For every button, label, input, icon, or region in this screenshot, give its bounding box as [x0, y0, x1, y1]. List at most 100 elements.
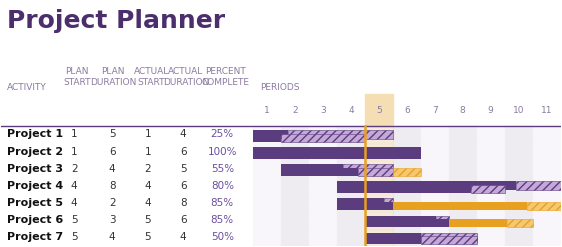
Bar	[253, 126, 281, 143]
Text: 85%: 85%	[211, 198, 234, 208]
Bar	[253, 147, 421, 156]
Text: Project Planner: Project Planner	[7, 9, 225, 33]
Bar	[281, 211, 309, 228]
Bar	[533, 228, 561, 246]
Bar	[281, 126, 309, 143]
Text: 4: 4	[144, 181, 151, 191]
Bar	[365, 126, 393, 143]
Bar	[337, 160, 365, 177]
Bar	[337, 211, 365, 228]
Bar	[337, 228, 365, 246]
Text: PLAN
START: PLAN START	[63, 67, 90, 87]
Text: 25%: 25%	[211, 129, 234, 140]
Text: 1: 1	[144, 146, 151, 157]
Bar	[477, 194, 505, 211]
Text: 4: 4	[144, 198, 151, 208]
Text: Project 2: Project 2	[7, 146, 63, 157]
Text: Project 4: Project 4	[7, 181, 64, 191]
Bar	[365, 143, 393, 160]
Bar	[505, 177, 533, 194]
Bar	[477, 211, 505, 228]
Bar	[253, 177, 281, 194]
Bar	[533, 126, 561, 143]
Text: 4: 4	[109, 164, 115, 174]
Text: 8: 8	[109, 181, 115, 191]
Text: 4: 4	[180, 129, 187, 140]
Bar	[365, 211, 393, 228]
Bar	[449, 160, 477, 177]
Bar	[365, 177, 393, 194]
Bar	[253, 160, 281, 177]
Text: 4: 4	[71, 198, 78, 208]
Bar	[365, 94, 393, 126]
Text: Project 3: Project 3	[7, 164, 63, 174]
Text: 3: 3	[320, 105, 326, 115]
Bar	[421, 194, 449, 211]
Bar	[337, 143, 365, 160]
Bar	[421, 177, 449, 194]
Bar	[365, 160, 393, 177]
Bar	[337, 126, 365, 143]
Text: Project 1: Project 1	[7, 129, 63, 140]
Bar	[253, 143, 281, 160]
Bar	[393, 202, 527, 210]
Text: Project 5: Project 5	[7, 198, 63, 208]
Text: Project 7: Project 7	[7, 232, 63, 242]
Bar	[309, 177, 337, 194]
Bar	[365, 143, 393, 160]
Bar	[309, 211, 337, 228]
Text: ACTUAL
START: ACTUAL START	[134, 67, 169, 87]
Bar	[393, 211, 421, 228]
Bar	[253, 211, 281, 228]
Bar	[393, 168, 421, 176]
Bar	[365, 160, 393, 177]
Bar	[365, 219, 449, 227]
Bar	[309, 228, 337, 246]
Text: 5: 5	[109, 129, 115, 140]
Text: 10: 10	[513, 105, 524, 115]
Bar	[253, 134, 281, 142]
Text: 4: 4	[180, 232, 187, 242]
Bar	[449, 126, 477, 143]
Text: Project 6: Project 6	[7, 215, 64, 225]
Bar	[358, 168, 393, 176]
Text: 6: 6	[109, 146, 115, 157]
Bar	[253, 130, 288, 139]
Bar	[342, 164, 393, 173]
Bar	[288, 130, 393, 139]
Text: 5: 5	[71, 232, 78, 242]
Bar	[421, 126, 449, 143]
Bar	[516, 181, 561, 190]
Text: 2: 2	[71, 164, 78, 174]
Bar	[281, 134, 365, 142]
Text: ACTUAL
DURATION: ACTUAL DURATION	[163, 67, 209, 87]
Bar	[253, 194, 281, 211]
Bar	[477, 177, 505, 194]
Text: 5: 5	[180, 164, 187, 174]
Bar	[421, 233, 477, 242]
Text: 55%: 55%	[211, 164, 234, 174]
Bar	[393, 126, 421, 143]
Bar	[477, 160, 505, 177]
Text: 6: 6	[180, 146, 187, 157]
Bar	[393, 228, 421, 246]
Text: 1: 1	[71, 146, 78, 157]
Bar	[281, 143, 309, 160]
Bar	[449, 219, 507, 227]
Text: 6: 6	[404, 105, 410, 115]
Bar	[421, 236, 477, 244]
Text: 8: 8	[460, 105, 466, 115]
Bar	[365, 211, 393, 228]
Bar	[505, 228, 533, 246]
Bar	[281, 160, 309, 177]
Bar	[533, 143, 561, 160]
Bar	[421, 160, 449, 177]
Text: 4: 4	[71, 181, 78, 191]
Bar	[421, 228, 449, 246]
Bar	[337, 198, 384, 207]
Bar	[507, 219, 533, 227]
Bar	[281, 168, 358, 176]
Text: 4: 4	[109, 232, 115, 242]
Text: 5: 5	[144, 215, 151, 225]
Bar	[533, 177, 561, 194]
